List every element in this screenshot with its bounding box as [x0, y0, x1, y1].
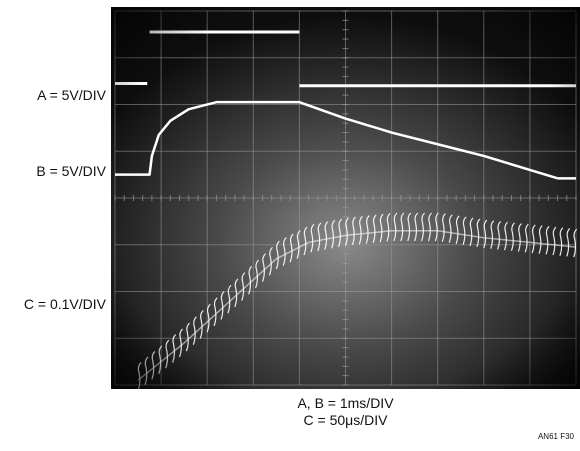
timebase-c-label: C = 50μs/DIV: [303, 412, 388, 428]
channel-a-label: A = 5V/DIV: [37, 87, 106, 103]
figure-id: AN61 F30: [537, 432, 574, 441]
channel-b-label: B = 5V/DIV: [36, 163, 106, 179]
channel-c-label: C = 0.1V/DIV: [23, 296, 106, 312]
timebase-ab-label: A, B = 1ms/DIV: [297, 395, 394, 411]
oscilloscope-screen: [111, 7, 580, 389]
screen-vignette: [111, 7, 580, 389]
